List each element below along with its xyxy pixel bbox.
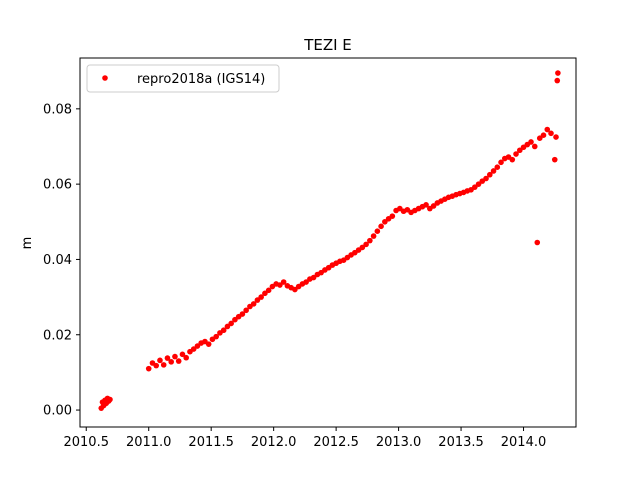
legend: repro2018a (IGS14) [86,64,280,93]
data-point [310,274,317,281]
data-point [175,358,182,364]
axes-frame [79,57,577,428]
x-tick-label: 2010.5 [63,435,109,450]
data-point [509,156,516,163]
data-point [258,294,264,300]
data-point [389,213,396,219]
data-point [194,343,201,349]
data-point [555,70,561,76]
data-point [359,244,366,251]
data-point [367,237,373,244]
data-point [107,396,113,403]
data-point [160,362,167,368]
data-point [382,218,388,225]
x-tick-label: 2011.0 [126,435,172,450]
x-tick-label: 2012.5 [313,435,359,450]
data-point [536,135,543,142]
data-point [277,282,283,288]
data-point [205,341,212,347]
data-point [490,168,497,174]
data-point [551,156,558,163]
y-tick-label: 0.00 [43,404,72,419]
data-point [486,171,493,178]
x-tick-label: 2014.0 [501,435,547,450]
data-point [243,307,249,314]
data-point [190,346,197,352]
data-point [528,139,534,145]
data-point [265,287,272,294]
data-point [183,354,189,361]
data-point [157,357,163,364]
data-point [430,203,437,209]
scatter-marks [98,70,561,411]
data-point [494,164,501,170]
y-axis-label: m [20,237,35,250]
data-point [220,327,227,334]
data-point [475,181,482,187]
data-point [179,351,186,358]
data-point [553,134,559,140]
data-point [548,130,554,137]
data-point [292,286,298,293]
data-point [498,159,504,166]
data-point [370,233,377,239]
data-point [303,279,309,285]
data-point [164,355,171,361]
y-tick-label: 0.08 [43,102,72,117]
data-point [250,301,257,307]
y-tick-label: 0.04 [43,253,72,268]
data-point [145,365,152,372]
data-point [228,320,234,327]
x-tick-label: 2011.5 [188,435,234,450]
y-axis-ticks: 0.00 0.02 0.04 0.06 0.08 [43,102,80,419]
x-tick-label: 2012.0 [251,435,297,450]
data-point [544,126,551,133]
data-point [254,297,261,303]
data-point [239,311,246,317]
data-point [534,239,541,246]
data-point [374,228,381,235]
x-tick-label: 2013.0 [376,435,422,450]
data-point [262,290,268,297]
data-point [172,353,178,360]
x-tick-label: 2013.5 [438,435,484,450]
data-point [513,151,519,157]
legend-label: repro2018a (IGS14) [137,72,265,87]
chart-title: TEZI E [303,36,352,54]
data-point [363,241,369,248]
data-point [423,202,429,208]
y-tick-label: 0.02 [43,328,72,343]
data-point [554,77,561,84]
legend-marker [102,75,108,81]
data-point [378,223,384,230]
data-point [472,184,478,190]
data-point [153,362,160,369]
y-tick-label: 0.06 [43,178,72,193]
data-point [232,316,238,323]
data-point [483,175,489,182]
data-point [540,132,547,138]
legend-box [86,64,280,93]
data-point [531,143,538,150]
data-point [224,323,231,330]
data-point [168,359,175,365]
x-axis-ticks: 2010.5 2011.0 2011.5 2012.0 2012.5 2013.0 2013… [63,427,546,450]
data-point [516,147,523,154]
data-point [213,333,219,340]
data-point [280,279,287,285]
